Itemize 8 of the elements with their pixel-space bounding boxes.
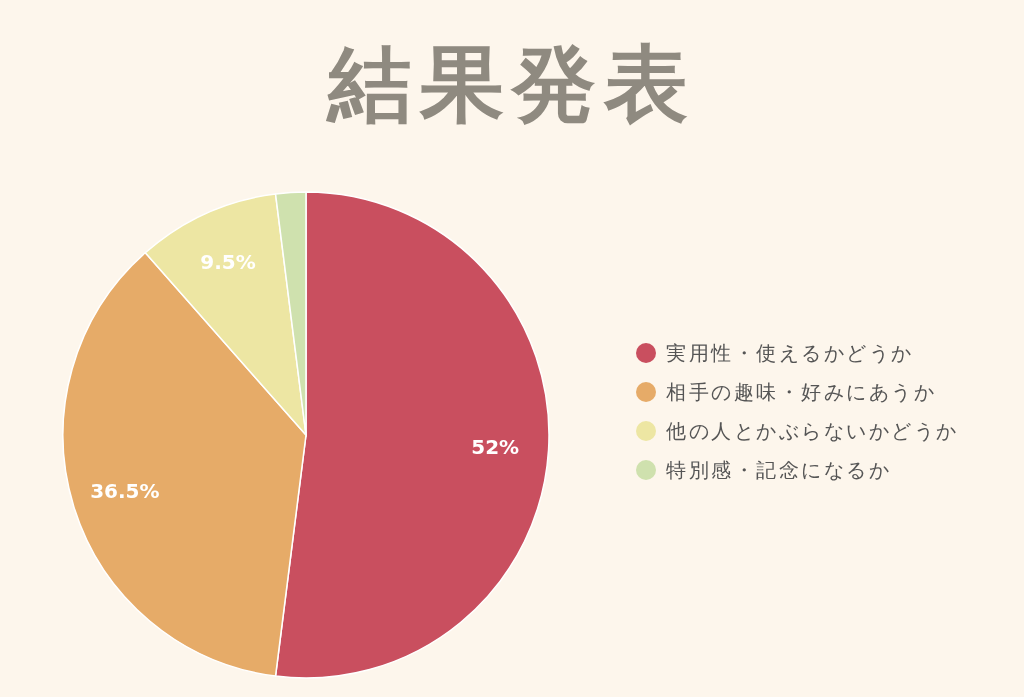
data-label: 36.5%: [90, 478, 160, 503]
legend-label: 特別感・記念になるか: [666, 457, 892, 483]
chart-title: 結果発表: [325, 34, 697, 135]
data-label: 9.5%: [200, 250, 256, 275]
legend-label: 実用性・使えるかどうか: [666, 340, 915, 366]
legend-label: 相手の趣味・好みにあうか: [666, 379, 937, 405]
data-label: 52%: [471, 434, 520, 459]
legend-label: 他の人とかぶらないかどうか: [666, 418, 960, 444]
